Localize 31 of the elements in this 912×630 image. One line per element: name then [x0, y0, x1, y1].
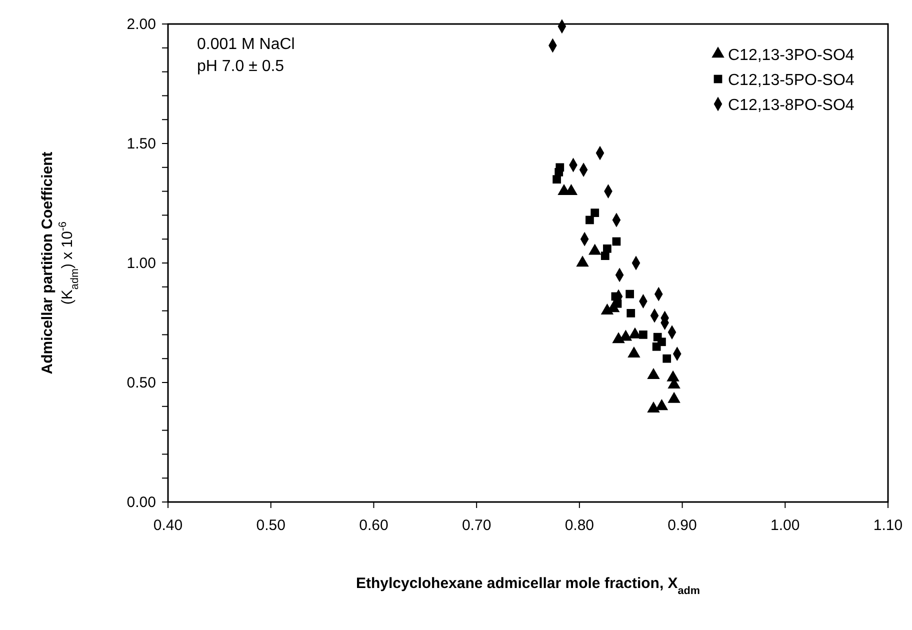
legend-label: C12,13-8PO-SO4 [728, 97, 854, 114]
x-tick-label: 1.10 [873, 517, 903, 534]
legend-label: C12,13-5PO-SO4 [728, 72, 854, 89]
point [590, 208, 600, 217]
point [658, 338, 666, 346]
point [612, 237, 621, 246]
y-tick-label: 2.00 [126, 16, 156, 33]
point [626, 290, 634, 298]
legend-label: C12,13-3PO-SO4 [728, 47, 854, 64]
x-tick-label: 0.90 [668, 517, 697, 534]
x-tick-label: 0.60 [359, 517, 388, 534]
annotation: 0.001 M NaCl [197, 36, 295, 53]
x-tick-label: 0.80 [564, 517, 594, 534]
annotation: pH 7.0 ± 0.5 [197, 58, 284, 75]
x-tick-label: 0.70 [462, 517, 492, 534]
y-tick-label: 1.00 [126, 255, 156, 272]
point [655, 399, 668, 410]
y-tick-label: 0.00 [126, 494, 156, 511]
y-tick-label: 1.50 [126, 136, 156, 152]
point [626, 309, 636, 318]
y-tick-label: 0.50 [126, 374, 156, 392]
point [639, 330, 648, 339]
point [600, 252, 610, 260]
point [662, 354, 672, 363]
point [552, 175, 561, 184]
x-axis-title: Ethylcyclohexane admicellar mole fraction, X$_{adm}$ [356, 575, 700, 597]
x-tick-label: 1.00 [770, 517, 800, 534]
point [586, 216, 594, 224]
point [612, 332, 625, 344]
x-tick-label: 0.50 [256, 517, 286, 534]
x-tick-label: 0.40 [153, 517, 183, 534]
